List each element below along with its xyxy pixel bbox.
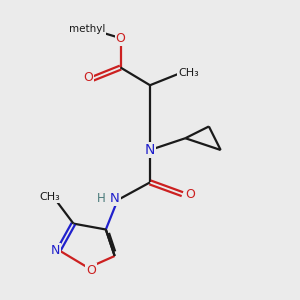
Text: N: N (145, 143, 155, 157)
Text: CH₃: CH₃ (40, 192, 60, 202)
Text: O: O (185, 188, 195, 201)
Text: O: O (83, 71, 93, 84)
Text: O: O (116, 32, 125, 45)
Text: H: H (97, 192, 106, 205)
Text: methyl: methyl (68, 24, 105, 34)
Text: CH₃: CH₃ (178, 68, 199, 78)
Text: N: N (51, 244, 61, 256)
Text: N: N (110, 192, 119, 205)
Text: O: O (86, 264, 96, 277)
